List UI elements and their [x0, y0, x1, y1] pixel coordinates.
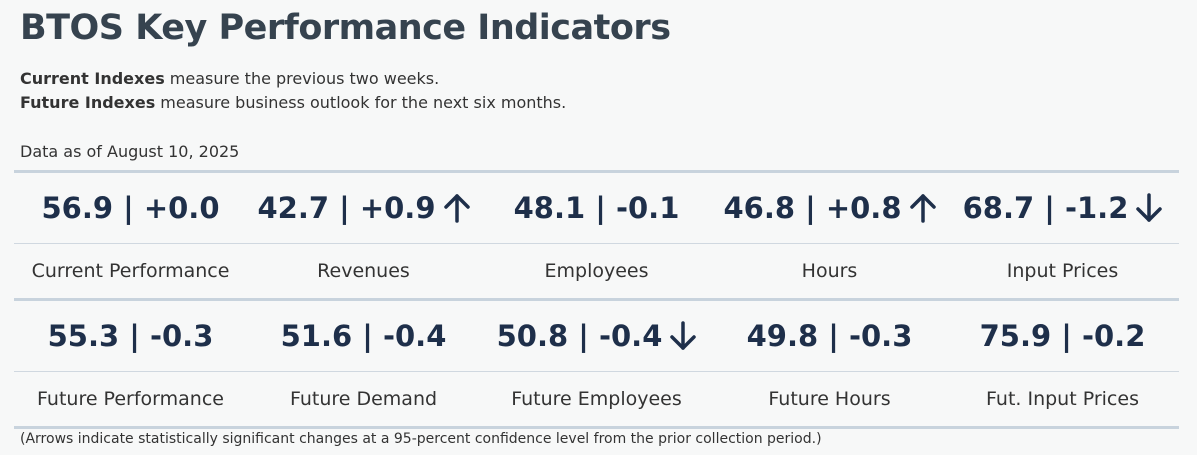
table-top-rule [14, 170, 1179, 173]
kpi-label-cell: Future Performance [14, 372, 247, 426]
input-prices-value: 68.7 | -1.2 [962, 191, 1129, 225]
kpi-value-cell: 51.6 | -0.4 [247, 301, 480, 371]
kpi-table: 56.9 | +0.0 42.7 | +0.9 48.1 | -0.1 46.8… [14, 170, 1179, 429]
kpi-label-cell: Future Demand [247, 372, 480, 426]
current-indexes-term: Current Indexes [20, 69, 165, 88]
section-divider [14, 298, 1179, 301]
future-labels-row: Future Performance Future Demand Future … [14, 372, 1179, 426]
revenues-value: 42.7 | +0.9 [257, 191, 436, 225]
page-title: BTOS Key Performance Indicators [20, 8, 671, 48]
future-hours-value: 49.8 | -0.3 [746, 319, 913, 353]
current-indexes-description: Current Indexes measure the previous two… [20, 69, 439, 88]
future-values-row: 55.3 | -0.3 51.6 | -0.4 50.8 | -0.4 49.8… [14, 301, 1179, 371]
kpi-value-cell: 68.7 | -1.2 [946, 173, 1179, 243]
current-values-row: 56.9 | +0.0 42.7 | +0.9 48.1 | -0.1 46.8… [14, 173, 1179, 243]
current-labels-row: Current Performance Revenues Employees H… [14, 244, 1179, 298]
future-indexes-term: Future Indexes [20, 93, 156, 112]
table-bottom-rule [14, 426, 1179, 429]
data-as-of-date: Data as of August 10, 2025 [20, 142, 240, 161]
kpi-value-cell: 56.9 | +0.0 [14, 173, 247, 243]
kpi-label-cell: Revenues [247, 244, 480, 298]
future-input-prices-value: 75.9 | -0.2 [979, 319, 1146, 353]
row-divider [14, 371, 1179, 372]
future-demand-value: 51.6 | -0.4 [280, 319, 447, 353]
hours-label: Hours [801, 260, 858, 282]
future-indexes-text: measure business outlook for the next si… [155, 93, 567, 112]
kpi-value-cell: 75.9 | -0.2 [946, 301, 1179, 371]
kpi-value-cell: 55.3 | -0.3 [14, 301, 247, 371]
arrow-down-icon [1136, 193, 1163, 223]
footnote: (Arrows indicate statistically significa… [20, 431, 822, 447]
revenues-label: Revenues [317, 260, 410, 282]
future-demand-label: Future Demand [289, 388, 438, 410]
future-performance-value: 55.3 | -0.3 [47, 319, 214, 353]
row-divider [14, 243, 1179, 244]
kpi-value-cell: 49.8 | -0.3 [713, 301, 946, 371]
current-performance-label: Current Performance [31, 260, 230, 282]
kpi-label-cell: Current Performance [14, 244, 247, 298]
kpi-value-cell: 50.8 | -0.4 [480, 301, 713, 371]
input-prices-label: Input Prices [1006, 260, 1119, 282]
employees-label: Employees [544, 260, 649, 282]
arrow-down-icon [670, 321, 697, 351]
future-employees-value: 50.8 | -0.4 [496, 319, 663, 353]
kpi-label-cell: Future Hours [713, 372, 946, 426]
kpi-value-cell: 42.7 | +0.9 [247, 173, 480, 243]
future-performance-label: Future Performance [37, 388, 224, 410]
current-performance-value: 56.9 | +0.0 [41, 191, 220, 225]
future-indexes-description: Future Indexes measure business outlook … [20, 93, 566, 112]
current-indexes-text: measure the previous two weeks. [164, 69, 440, 88]
fut-input-prices-label: Fut. Input Prices [986, 388, 1139, 410]
kpi-label-cell: Hours [713, 244, 946, 298]
kpi-label-cell: Input Prices [946, 244, 1179, 298]
arrow-up-icon [443, 193, 470, 223]
future-employees-label: Future Employees [511, 388, 682, 410]
kpi-label-cell: Employees [480, 244, 713, 298]
arrow-up-icon [909, 193, 936, 223]
future-hours-label: Future Hours [768, 388, 891, 410]
kpi-label-cell: Future Employees [480, 372, 713, 426]
kpi-value-cell: 48.1 | -0.1 [480, 173, 713, 243]
hours-value: 46.8 | +0.8 [723, 191, 902, 225]
employees-value: 48.1 | -0.1 [513, 191, 680, 225]
kpi-value-cell: 46.8 | +0.8 [713, 173, 946, 243]
kpi-label-cell: Fut. Input Prices [946, 372, 1179, 426]
